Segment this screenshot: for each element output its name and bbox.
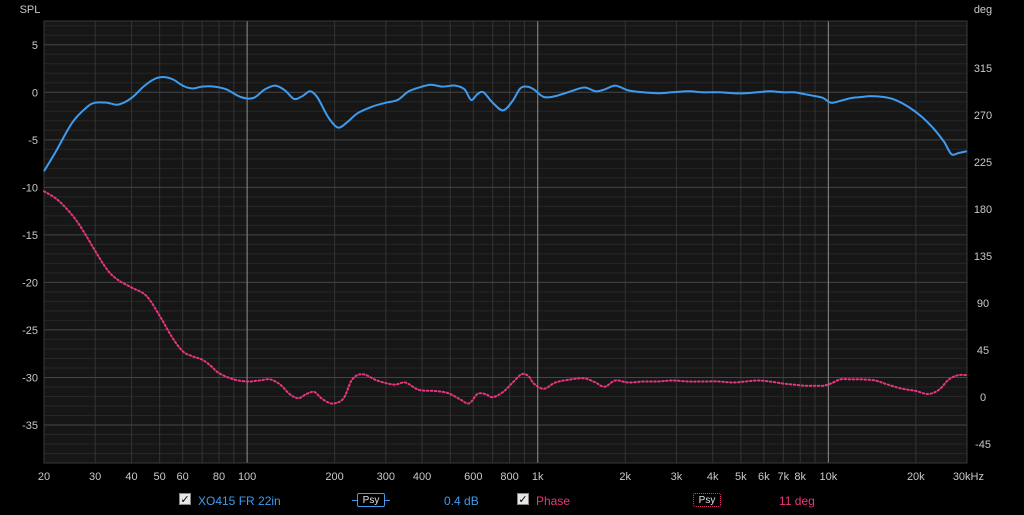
x-tick-label: 200 bbox=[325, 471, 343, 483]
x-tick-label: 30 bbox=[89, 471, 101, 483]
x-tick-label: 5k bbox=[735, 471, 747, 483]
x-tick-label: 20 bbox=[38, 471, 50, 483]
x-tick-label: 2k bbox=[619, 471, 631, 483]
spl-series-line bbox=[43, 76, 968, 172]
x-tick-label: 50 bbox=[154, 471, 166, 483]
x-tick-label: 30kHz bbox=[953, 471, 984, 483]
x-tick-label: 6k bbox=[758, 471, 770, 483]
phase-offset-value[interactable]: 11 deg bbox=[779, 494, 815, 508]
x-tick-label: 60 bbox=[177, 471, 189, 483]
y-tick-label-left: -15 bbox=[22, 230, 38, 242]
phase-series-label[interactable]: Phase bbox=[536, 494, 571, 508]
x-tick-label: 1k bbox=[532, 471, 544, 483]
y-tick-label-right: 315 bbox=[974, 63, 992, 75]
y-tick-label-right: 90 bbox=[977, 298, 989, 310]
y-tick-label-left: -20 bbox=[22, 277, 38, 289]
x-tick-label: 800 bbox=[500, 471, 518, 483]
y-tick-label-left: -5 bbox=[28, 135, 38, 147]
x-tick-label: 40 bbox=[125, 471, 137, 483]
fr-line-sample-right bbox=[385, 500, 390, 501]
tick-labels: 50-5-10-15-20-25-30-35315270225180135904… bbox=[22, 40, 992, 483]
y-tick-label-right: 270 bbox=[974, 110, 992, 122]
y-tick-label-left: -35 bbox=[22, 420, 38, 432]
y-tick-label-right: 180 bbox=[974, 204, 992, 216]
y-tick-label-right: 45 bbox=[977, 345, 989, 357]
frequency-response-chart[interactable]: 50-5-10-15-20-25-30-35315270225180135904… bbox=[0, 0, 1024, 490]
y-tick-label-right: 135 bbox=[974, 251, 992, 263]
x-tick-label: 400 bbox=[413, 471, 431, 483]
y-tick-label-left: 5 bbox=[32, 40, 38, 52]
y-tick-label-left: -30 bbox=[22, 372, 38, 384]
x-tick-label: 600 bbox=[464, 471, 482, 483]
fr-visibility-checkbox[interactable]: ✓ bbox=[179, 493, 191, 506]
plot-frame bbox=[43, 20, 968, 464]
y-tick-label-left: -10 bbox=[22, 182, 38, 194]
right-axis-label: deg bbox=[974, 4, 992, 16]
legend-bar: ✓ XO415 FR 22in Psy 0.4 dB ✓ Phase Psy 1… bbox=[0, 490, 1024, 514]
x-tick-label: 300 bbox=[377, 471, 395, 483]
left-axis-label: SPL bbox=[20, 4, 41, 16]
y-tick-label-left: 0 bbox=[32, 87, 38, 99]
x-tick-label: 10k bbox=[819, 471, 837, 483]
phase-smoothing-button[interactable]: Psy bbox=[693, 493, 721, 507]
x-tick-label: 4k bbox=[707, 471, 719, 483]
y-tick-label-right: -45 bbox=[975, 439, 991, 451]
series-lines bbox=[43, 76, 968, 405]
y-tick-label-left: -25 bbox=[22, 325, 38, 337]
phase-series-line bbox=[43, 190, 968, 405]
fr-offset-value[interactable]: 0.4 dB bbox=[444, 494, 479, 508]
x-tick-label: 7k bbox=[778, 471, 790, 483]
x-tick-label: 20k bbox=[907, 471, 925, 483]
major-grid bbox=[43, 20, 968, 464]
fr-smoothing-button[interactable]: Psy bbox=[357, 493, 385, 507]
y-tick-label-right: 225 bbox=[974, 157, 992, 169]
y-tick-label-right: 0 bbox=[980, 392, 986, 404]
x-tick-label: 3k bbox=[671, 471, 683, 483]
x-tick-label: 80 bbox=[213, 471, 225, 483]
phase-visibility-checkbox[interactable]: ✓ bbox=[517, 493, 529, 506]
x-tick-label: 100 bbox=[238, 471, 256, 483]
x-tick-label: 8k bbox=[794, 471, 806, 483]
fr-line-sample-left bbox=[352, 500, 357, 501]
minor-grid bbox=[43, 21, 968, 464]
fr-series-label[interactable]: XO415 FR 22in bbox=[198, 494, 281, 508]
